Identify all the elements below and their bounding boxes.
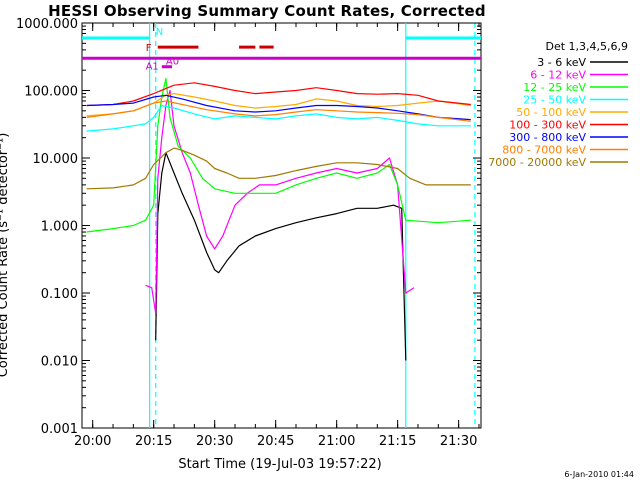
plot-frame <box>81 22 482 429</box>
legend-title: Det 1,3,4,5,6,9 <box>545 40 628 53</box>
legend-entry-label: 6 - 12 keV <box>530 69 586 82</box>
y-tick-label: 0.010 <box>41 355 78 370</box>
series-line-7000-20000-kev <box>86 147 471 190</box>
legend-entry-label: 100 - 300 keV <box>509 119 586 132</box>
x-tick-label: 21:15 <box>379 434 416 449</box>
y-tick-label: 1.000 <box>41 220 78 235</box>
series-line-800-7000-kev <box>86 100 471 122</box>
legend-entry-label: 7000 - 20000 keV <box>488 156 586 169</box>
y-axis-label: Corrected Count Rate (s⁻¹ detector⁻¹) <box>0 133 11 378</box>
x-tick-label: 20:30 <box>196 434 233 449</box>
flag-a0-label: A0 <box>166 57 179 68</box>
x-tick-label: 20:45 <box>257 434 294 449</box>
flag-n-label: N <box>156 27 163 38</box>
plot-layer: 1000.000 100.000 10.000 1.000 0.100 0.010 0.00… <box>16 17 628 449</box>
series-line-3-6-kev <box>155 152 407 361</box>
x-tick-label: 20:15 <box>135 434 172 449</box>
x-axis-label: Start Time (19-Jul-03 19:57:22) <box>178 457 381 472</box>
series-line-25-50-kev <box>86 104 471 132</box>
footer-date: 6-Jan-2010 01:44 <box>564 470 634 479</box>
series-line-300-800-kev <box>86 94 471 121</box>
series-line-100-300-kev <box>86 82 471 107</box>
flag-f-label: F <box>146 43 152 54</box>
x-tick-label: 21:30 <box>440 434 477 449</box>
series-line-6-12-kev <box>145 89 415 314</box>
flag-a1-label: A1 <box>146 61 159 72</box>
series-line-12-25-kev <box>86 77 471 233</box>
x-tick-label: 20:00 <box>74 434 111 449</box>
legend-entry-label: 3 - 6 keV <box>537 56 586 69</box>
legend-entry-label: 25 - 50 keV <box>523 94 586 107</box>
y-tick-label: 10.000 <box>33 152 79 167</box>
y-tick-label: 0.001 <box>41 422 78 437</box>
chart-title: HESSI Observing Summary Count Rates, Cor… <box>48 2 486 20</box>
legend-entry-label: 12 - 25 keV <box>523 81 586 94</box>
y-tick-label: 1000.000 <box>16 17 78 32</box>
legend-entry-label: 300 - 800 keV <box>509 131 586 144</box>
legend-entry-label: 800 - 7000 keV <box>502 144 586 157</box>
y-tick-label: 100.000 <box>24 85 78 100</box>
y-tick-label: 0.100 <box>41 287 78 302</box>
x-tick-label: 21:00 <box>318 434 355 449</box>
series-line-50-100-kev <box>86 92 471 117</box>
legend-entry-label: 50 - 100 keV <box>516 106 586 119</box>
